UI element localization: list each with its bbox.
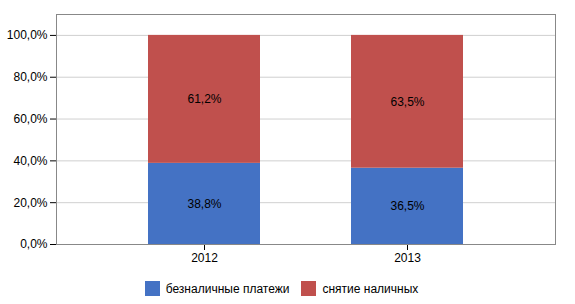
svg-text:60,0%: 60,0%: [13, 112, 47, 126]
svg-text:40,0%: 40,0%: [13, 154, 47, 168]
svg-text:2012: 2012: [191, 251, 218, 265]
svg-text:100,0%: 100,0%: [7, 28, 48, 42]
svg-text:2013: 2013: [394, 251, 421, 265]
svg-text:63,5%: 63,5%: [390, 95, 424, 109]
svg-text:36,5%: 36,5%: [390, 199, 424, 213]
html-text:снятие наличных: снятие наличных: [322, 281, 419, 296]
svg-text:80,0%: 80,0%: [13, 70, 47, 84]
svg-text:0,0%: 0,0%: [20, 237, 48, 251]
svg-text:61,2%: 61,2%: [187, 92, 221, 106]
svg-text:38,8%: 38,8%: [187, 197, 221, 211]
html-text:безналичные платежи: безналичные платежи: [165, 281, 290, 296]
svg-text:20,0%: 20,0%: [13, 196, 47, 210]
